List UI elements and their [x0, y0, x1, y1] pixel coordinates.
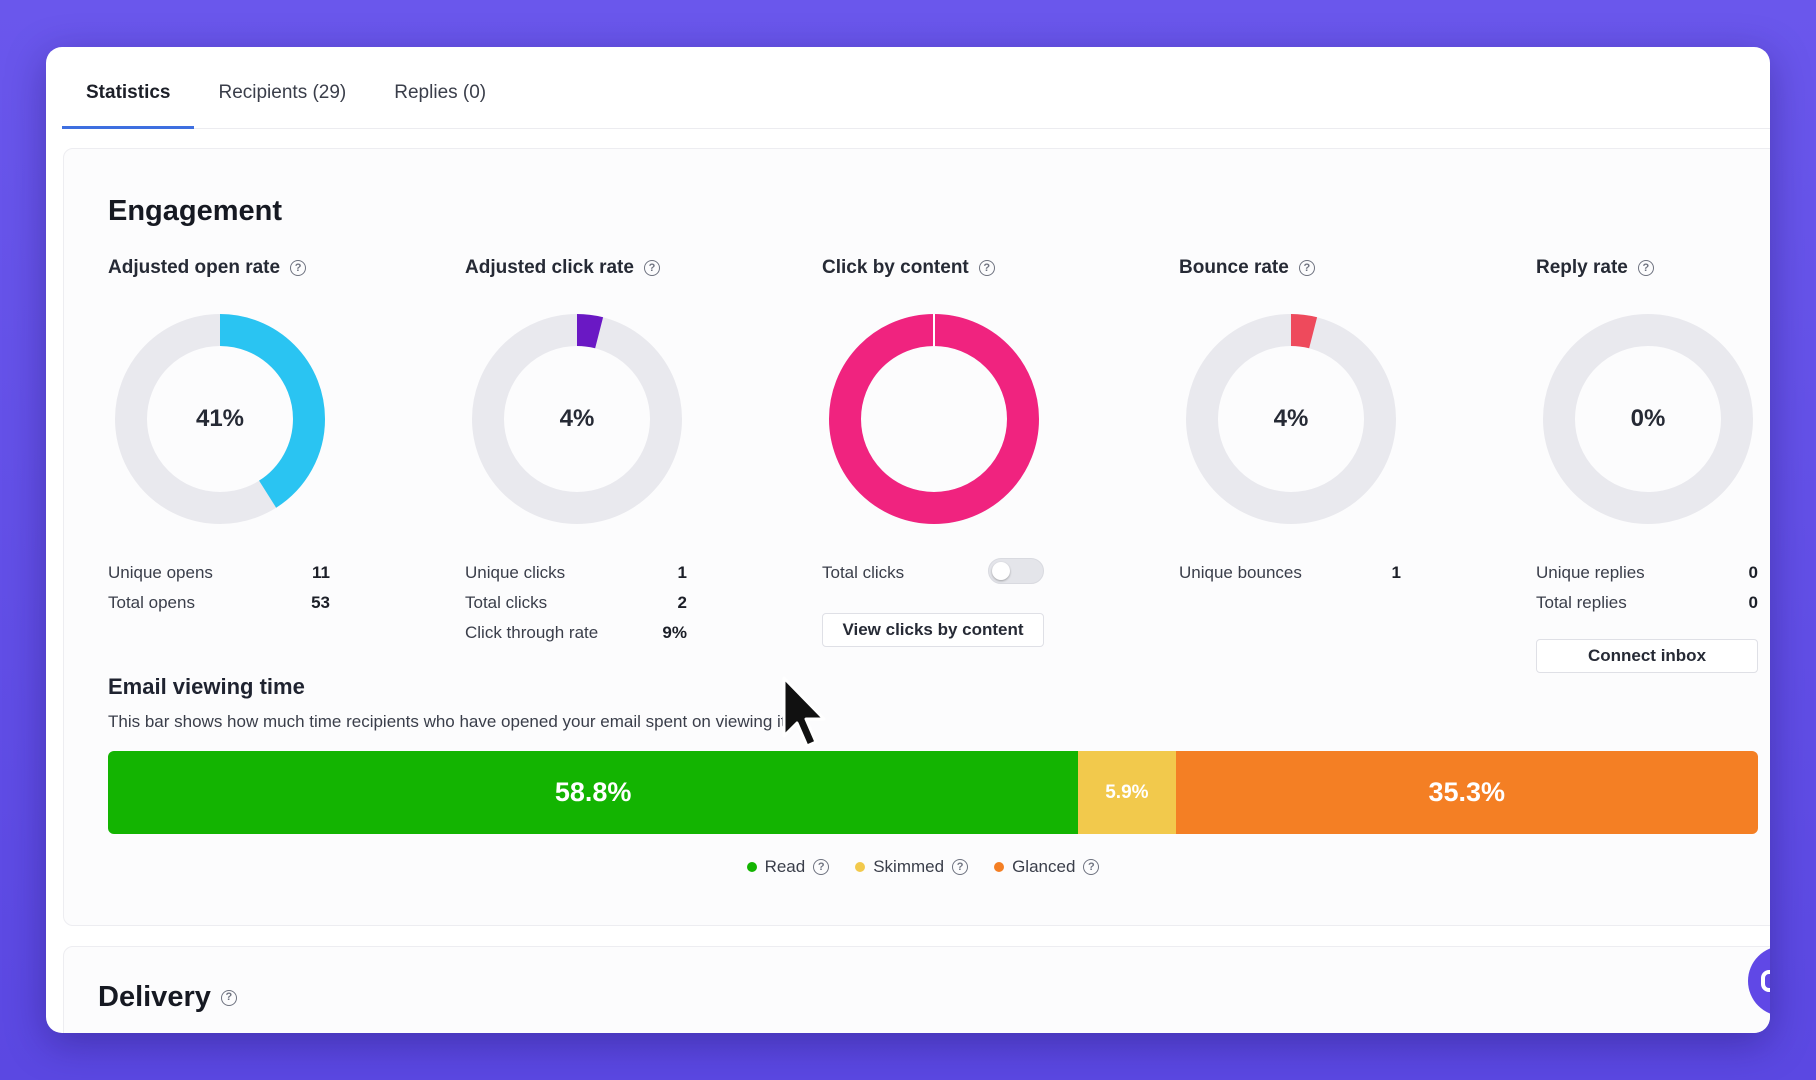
- tab-bar: Statistics Recipients (29) Replies (0): [62, 47, 1770, 129]
- stat-value: 1: [677, 563, 687, 582]
- help-icon[interactable]: ?: [1637, 260, 1654, 276]
- tab-recipients[interactable]: Recipients (29): [218, 82, 347, 103]
- segment-glanced[interactable]: 35.3%: [1175, 751, 1758, 834]
- metric-click-by-content: Click by content ? Total clicks View cli…: [822, 257, 1082, 647]
- stat-label: Unique replies: [1536, 563, 1645, 582]
- stat-row-total-clicks: Total clicks 2: [465, 593, 687, 613]
- legend-dot: [994, 862, 1005, 872]
- engagement-panel: Engagement Adjusted open rate ? 41% Uniq…: [63, 148, 1770, 926]
- viewing-time-description: This bar shows how much time recipients …: [108, 712, 791, 731]
- donut-chart: 0%: [1543, 314, 1753, 524]
- help-icon[interactable]: ?: [952, 859, 969, 875]
- stat-row-total-clicks-toggle: Total clicks: [822, 563, 1044, 583]
- donut-svg: [1543, 314, 1753, 524]
- stat-label: Click through rate: [465, 623, 599, 642]
- tab-statistics[interactable]: Statistics: [62, 47, 195, 129]
- segment-read[interactable]: 58.8%: [108, 751, 1079, 834]
- viewing-time-bar: 58.8% 5.9% 35.3%: [108, 751, 1758, 834]
- metric-bounce-rate: Bounce rate ? 4% Unique bounces 1: [1179, 257, 1439, 582]
- donut-arc: [472, 314, 682, 524]
- metric-title: Adjusted click rate: [465, 257, 634, 278]
- stat-label: Unique opens: [108, 563, 213, 582]
- legend-dot: [746, 862, 757, 872]
- help-icon[interactable]: ?: [290, 260, 307, 276]
- help-icon[interactable]: ?: [978, 260, 995, 276]
- stat-value: 11: [312, 563, 330, 582]
- stat-row-unique-bounces: Unique bounces 1: [1179, 563, 1401, 583]
- viewing-time-title: Email viewing time: [108, 674, 305, 699]
- donut-arc: [1186, 314, 1396, 524]
- metric-reply-rate: Reply rate ? 0% Unique replies 0 Total r…: [1536, 257, 1770, 673]
- legend-label: Skimmed: [873, 857, 945, 876]
- stat-value: 2: [677, 593, 687, 612]
- delivery-title: Delivery: [98, 981, 211, 1013]
- tab-replies[interactable]: Replies (0): [394, 82, 487, 103]
- donut-svg: [115, 314, 325, 524]
- metric-title: Click by content: [822, 257, 969, 278]
- stat-row-total-opens: Total opens 53: [108, 593, 330, 613]
- chat-bubble-icon: [1761, 970, 1770, 992]
- stat-label: Total opens: [108, 593, 195, 612]
- metric-click-rate: Adjusted click rate ? 4% Unique clicks 1…: [465, 257, 725, 642]
- delivery-panel: Delivery ?: [63, 946, 1770, 1033]
- stat-label: Unique clicks: [465, 563, 566, 582]
- help-icon[interactable]: ?: [643, 260, 660, 276]
- stat-value: 1: [1391, 563, 1401, 582]
- connect-inbox-button[interactable]: Connect inbox: [1536, 639, 1758, 673]
- donut-chart: 4%: [472, 314, 682, 524]
- app-window: Statistics Recipients (29) Replies (0) E…: [46, 47, 1770, 1033]
- stat-label: Total clicks: [822, 563, 905, 582]
- legend-read: Read ?: [746, 857, 830, 877]
- engagement-title: Engagement: [108, 195, 283, 227]
- donut-value: [829, 314, 1039, 524]
- view-clicks-by-content-button[interactable]: View clicks by content: [822, 613, 1044, 647]
- legend-dot: [855, 862, 866, 872]
- stat-label: Total clicks: [465, 593, 548, 612]
- legend-label: Read: [764, 857, 806, 876]
- stat-value: 0: [1748, 563, 1758, 582]
- stat-label: Total replies: [1536, 593, 1627, 612]
- legend-skimmed: Skimmed ?: [855, 857, 969, 877]
- metric-open-rate: Adjusted open rate ? 41% Unique opens 11…: [108, 257, 368, 612]
- stat-row-unique-replies: Unique replies 0: [1536, 563, 1758, 583]
- metric-title: Reply rate: [1536, 257, 1628, 278]
- stat-value: 9%: [662, 623, 687, 642]
- donut-svg: [1186, 314, 1396, 524]
- donut-value: 4%: [1273, 405, 1309, 432]
- donut-chart: 41%: [115, 314, 325, 524]
- stat-row-total-replies: Total replies 0: [1536, 593, 1758, 613]
- arrow-cursor-icon: [782, 676, 826, 748]
- stat-label: Unique bounces: [1179, 563, 1302, 582]
- donut-track: [1543, 314, 1753, 524]
- legend-glanced: Glanced ?: [994, 857, 1100, 877]
- metric-title: Bounce rate: [1179, 257, 1289, 278]
- total-clicks-toggle[interactable]: [988, 558, 1044, 584]
- help-icon[interactable]: ?: [220, 989, 237, 1006]
- help-icon[interactable]: ?: [1083, 859, 1100, 875]
- stat-row-click-through-rate: Click through rate 9%: [465, 623, 687, 643]
- toggle-knob: [992, 562, 1010, 580]
- stat-value: 53: [311, 593, 330, 612]
- donut-chart: [829, 314, 1039, 524]
- stat-row-unique-opens: Unique opens 11: [108, 563, 330, 583]
- stat-row-unique-clicks: Unique clicks 1: [465, 563, 687, 583]
- donut-svg: [829, 314, 1039, 524]
- donut-value: 0%: [1630, 405, 1666, 432]
- help-icon[interactable]: ?: [1298, 260, 1315, 276]
- donut-svg: [472, 314, 682, 524]
- segment-skimmed[interactable]: 5.9%: [1078, 751, 1176, 834]
- donut-value: 4%: [559, 405, 595, 432]
- chat-launcher-button[interactable]: [1748, 946, 1770, 1016]
- viewing-time-legend: Read ? Skimmed ? Glanced ?: [64, 857, 1770, 877]
- help-icon[interactable]: ?: [813, 859, 830, 875]
- donut-arc: [115, 314, 325, 524]
- metric-title: Adjusted open rate: [108, 257, 281, 278]
- legend-label: Glanced: [1012, 857, 1076, 876]
- donut-value: 41%: [195, 405, 245, 432]
- stat-value: 0: [1748, 593, 1758, 612]
- donut-chart: 4%: [1186, 314, 1396, 524]
